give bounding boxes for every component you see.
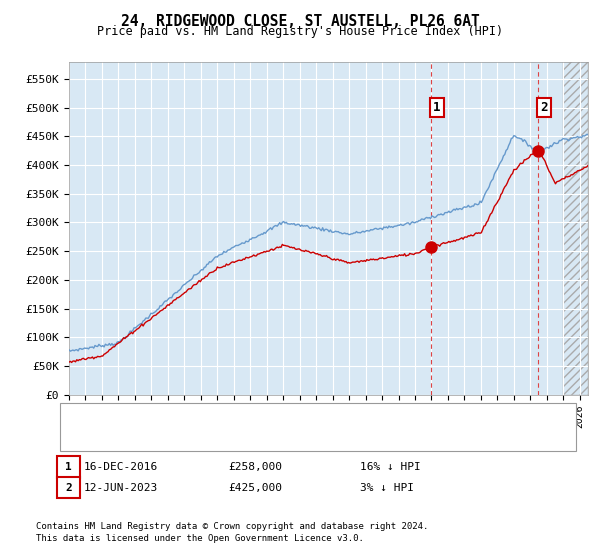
Text: 16-DEC-2016: 16-DEC-2016 bbox=[84, 462, 158, 472]
Text: —————: ————— bbox=[72, 410, 110, 423]
Text: Price paid vs. HM Land Registry's House Price Index (HPI): Price paid vs. HM Land Registry's House … bbox=[97, 25, 503, 38]
Text: 3% ↓ HPI: 3% ↓ HPI bbox=[360, 483, 414, 493]
Text: HPI: Average price, detached house, Cornwall: HPI: Average price, detached house, Corn… bbox=[120, 432, 395, 442]
Bar bbox=[563, 62, 588, 395]
Text: 24, RIDGEWOOD CLOSE, ST AUSTELL, PL26 6AT (detached house): 24, RIDGEWOOD CLOSE, ST AUSTELL, PL26 6A… bbox=[120, 412, 482, 422]
Text: Contains HM Land Registry data © Crown copyright and database right 2024.: Contains HM Land Registry data © Crown c… bbox=[36, 522, 428, 531]
Bar bbox=[563, 62, 588, 395]
Text: 1: 1 bbox=[433, 101, 441, 114]
Text: 2: 2 bbox=[65, 483, 72, 493]
Text: 2: 2 bbox=[540, 101, 548, 114]
Text: This data is licensed under the Open Government Licence v3.0.: This data is licensed under the Open Gov… bbox=[36, 534, 364, 543]
Text: 24, RIDGEWOOD CLOSE, ST AUSTELL, PL26 6AT: 24, RIDGEWOOD CLOSE, ST AUSTELL, PL26 6A… bbox=[121, 14, 479, 29]
Text: £425,000: £425,000 bbox=[228, 483, 282, 493]
Text: —————: ————— bbox=[72, 431, 110, 444]
Text: £258,000: £258,000 bbox=[228, 462, 282, 472]
Text: 12-JUN-2023: 12-JUN-2023 bbox=[84, 483, 158, 493]
Text: 16% ↓ HPI: 16% ↓ HPI bbox=[360, 462, 421, 472]
Text: 1: 1 bbox=[65, 462, 72, 472]
